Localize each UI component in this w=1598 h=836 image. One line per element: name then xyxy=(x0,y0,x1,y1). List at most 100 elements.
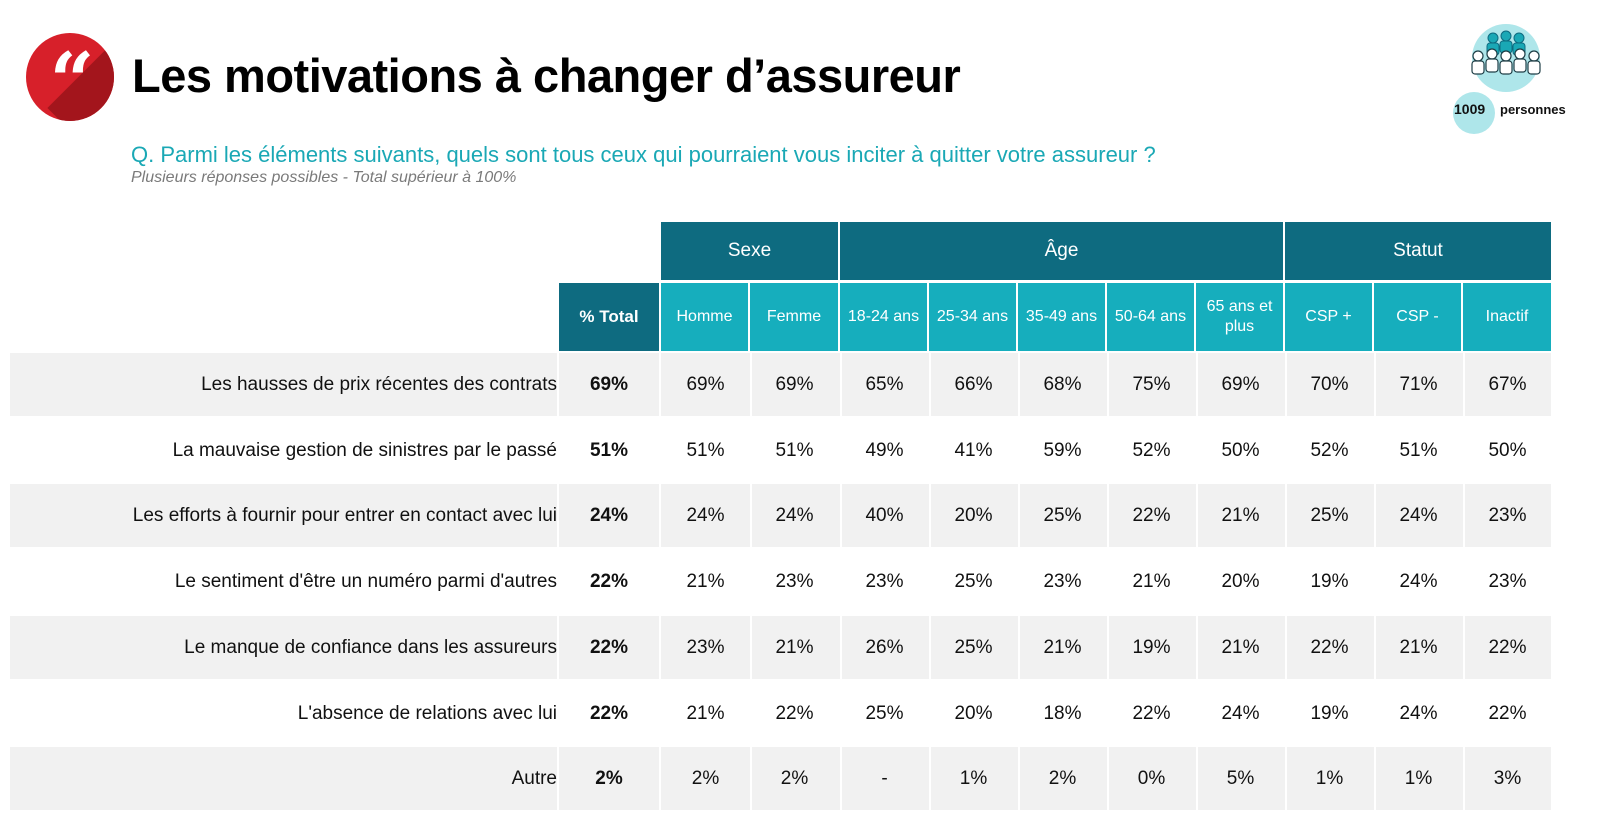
column-header: Homme xyxy=(661,283,748,351)
column-divider xyxy=(1374,616,1376,679)
column-divider xyxy=(1463,484,1465,547)
cell-value: 2% xyxy=(691,767,720,789)
cell-value: 59% xyxy=(1043,439,1082,461)
column-divider xyxy=(659,419,661,482)
column-divider xyxy=(1463,747,1465,810)
cell-value: 25% xyxy=(954,570,993,592)
column-divider xyxy=(1374,682,1376,745)
column-divider xyxy=(1018,550,1020,613)
cell-value: 22% xyxy=(1310,636,1349,658)
cell-value: 75% xyxy=(1132,373,1171,395)
cell-value: 20% xyxy=(954,702,993,724)
cell-value: 21% xyxy=(686,702,725,724)
column-divider xyxy=(1196,550,1198,613)
row-label: La mauvaise gestion de sinistres par le … xyxy=(172,439,557,461)
cell-value: 26% xyxy=(865,636,904,658)
column-divider xyxy=(840,682,842,745)
column-divider xyxy=(659,353,661,416)
column-divider xyxy=(1285,353,1287,416)
cell-value: 23% xyxy=(775,570,814,592)
cell-value: 66% xyxy=(954,373,993,395)
cell-value: 5% xyxy=(1226,767,1255,789)
column-divider xyxy=(840,419,842,482)
cell-value: 51% xyxy=(686,439,725,461)
row-label: Le sentiment d'être un numéro parmi d'au… xyxy=(174,570,557,592)
cell-value: 3% xyxy=(1493,767,1522,789)
column-divider xyxy=(1018,682,1020,745)
column-divider xyxy=(1196,484,1198,547)
cell-value: 23% xyxy=(1488,504,1527,526)
column-divider xyxy=(1107,682,1109,745)
column-divider xyxy=(929,353,931,416)
column-divider xyxy=(1285,616,1287,679)
table-row: Le sentiment d'être un numéro parmi d'au… xyxy=(10,550,1551,613)
column-divider xyxy=(557,419,559,482)
column-divider xyxy=(1285,550,1287,613)
column-divider xyxy=(840,550,842,613)
row-label: Les hausses de prix récentes des contrat… xyxy=(201,373,557,395)
cell-value: 21% xyxy=(1221,504,1260,526)
column-divider xyxy=(840,616,842,679)
column-divider xyxy=(1107,484,1109,547)
cell-value: 1% xyxy=(1404,767,1433,789)
cell-total: 2% xyxy=(595,767,623,789)
column-divider xyxy=(1463,419,1465,482)
column-divider xyxy=(557,550,559,613)
column-divider xyxy=(750,616,752,679)
cell-value: 21% xyxy=(1399,636,1438,658)
row-label: L'absence de relations avec lui xyxy=(297,702,557,724)
cell-value: 69% xyxy=(1221,373,1260,395)
column-divider xyxy=(929,747,931,810)
cell-total: 24% xyxy=(589,504,629,526)
quote-glyph: “ xyxy=(49,36,95,121)
column-divider xyxy=(1196,747,1198,810)
column-divider xyxy=(1107,353,1109,416)
cell-value: 18% xyxy=(1043,702,1082,724)
cell-value: 70% xyxy=(1310,373,1349,395)
survey-note: Plusieurs réponses possibles - Total sup… xyxy=(131,169,517,186)
column-header: Femme xyxy=(750,283,838,351)
column-divider xyxy=(750,419,752,482)
cell-value: 50% xyxy=(1221,439,1260,461)
column-divider xyxy=(750,353,752,416)
sample-unit: personnes xyxy=(1500,102,1566,117)
cell-value: 25% xyxy=(1310,504,1349,526)
column-divider xyxy=(1107,550,1109,613)
table-row: Les efforts à fournir pour entrer en con… xyxy=(10,484,1551,547)
cell-total: 22% xyxy=(589,636,629,658)
table-row: Le manque de confiance dans les assureur… xyxy=(10,616,1551,679)
cell-value: 19% xyxy=(1132,636,1171,658)
column-divider xyxy=(1018,616,1020,679)
column-divider xyxy=(1285,484,1287,547)
cell-total: 22% xyxy=(589,702,629,724)
column-divider xyxy=(929,484,931,547)
column-header: 50-64 ans xyxy=(1107,283,1194,351)
column-divider xyxy=(1463,550,1465,613)
column-divider xyxy=(1107,616,1109,679)
column-divider xyxy=(659,682,661,745)
cell-value: 23% xyxy=(865,570,904,592)
sample-size-badge: 1009 personnes xyxy=(1450,24,1598,134)
cell-value: 65% xyxy=(865,373,904,395)
sample-count: 1009 xyxy=(1454,101,1486,117)
column-divider xyxy=(659,616,661,679)
cell-value: 68% xyxy=(1043,373,1082,395)
cell-value: 50% xyxy=(1488,439,1527,461)
column-divider xyxy=(1196,682,1198,745)
table-row: L'absence de relations avec lui 22% 21% 22%… xyxy=(10,682,1551,745)
cell-value: 51% xyxy=(1399,439,1438,461)
column-divider xyxy=(750,682,752,745)
column-divider xyxy=(929,616,931,679)
column-divider xyxy=(1374,747,1376,810)
cell-total: 51% xyxy=(589,439,629,461)
column-divider xyxy=(1374,419,1376,482)
cell-value: 69% xyxy=(775,373,814,395)
cell-value: 22% xyxy=(1488,636,1527,658)
cell-value: 21% xyxy=(1221,636,1260,658)
cell-value: 67% xyxy=(1488,373,1527,395)
column-divider xyxy=(1463,616,1465,679)
cell-value: 23% xyxy=(686,636,725,658)
cell-value: 20% xyxy=(1221,570,1260,592)
cell-value: 21% xyxy=(775,636,814,658)
cell-value: 21% xyxy=(1043,636,1082,658)
